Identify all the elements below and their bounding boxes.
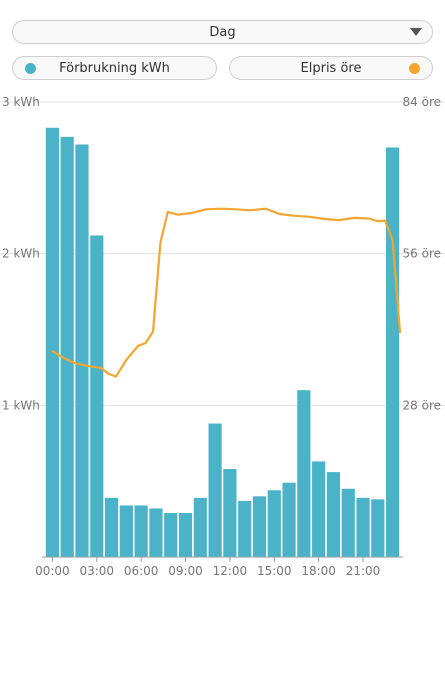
consumption-bar xyxy=(134,505,148,557)
x-tick-label: 21:00 xyxy=(346,564,381,578)
y-left-tick-label: 1 kWh xyxy=(2,398,40,412)
x-tick-label: 06:00 xyxy=(124,564,159,578)
consumption-bar xyxy=(164,513,178,557)
consumption-bar xyxy=(45,127,59,558)
consumption-bar xyxy=(104,497,119,557)
consumption-bar xyxy=(267,490,281,557)
consumption-bar xyxy=(386,147,400,557)
x-tick-label: 12:00 xyxy=(213,564,248,578)
x-tick-label: 18:00 xyxy=(301,564,336,578)
consumption-bar xyxy=(149,508,163,557)
consumption-bar xyxy=(119,505,133,557)
legend-consumption-toggle[interactable]: Förbrukning kWh xyxy=(12,56,217,80)
x-tick-label: 09:00 xyxy=(168,564,203,578)
consumption-bar xyxy=(326,472,341,557)
consumption-dot-icon xyxy=(25,63,36,74)
consumption-bar xyxy=(356,497,370,557)
caret-down-icon xyxy=(410,28,422,36)
consumption-bar xyxy=(90,235,104,557)
x-tick-label: 03:00 xyxy=(79,564,114,578)
period-selector-label: Dag xyxy=(209,24,236,40)
consumption-bar xyxy=(208,423,222,557)
y-right-tick-label: 84 öre xyxy=(403,95,441,109)
consumption-bar xyxy=(312,461,326,557)
y-right-tick-label: 28 öre xyxy=(403,398,441,412)
consumption-bar xyxy=(282,482,296,557)
consumption-price-chart: 1 kWh 2 kWh 3 kWh 28 öre 56 öre 84 öre 00:00 03… xyxy=(0,95,445,578)
x-tick-label: 00:00 xyxy=(35,564,70,578)
legend-price-label: Elpris öre xyxy=(300,60,362,76)
y-right-tick-label: 56 öre xyxy=(403,247,441,261)
x-tick-label: 15:00 xyxy=(257,564,292,578)
consumption-bar xyxy=(60,136,74,557)
legend-consumption-label: Förbrukning kWh xyxy=(59,60,170,76)
consumption-bar xyxy=(371,499,385,557)
consumption-bar xyxy=(297,390,311,557)
consumption-bar xyxy=(238,500,252,557)
price-dot-icon xyxy=(409,63,420,74)
consumption-bar xyxy=(252,496,267,557)
y-left-tick-label: 3 kWh xyxy=(2,95,40,109)
period-selector[interactable]: Dag xyxy=(12,20,433,44)
y-left-tick-label: 2 kWh xyxy=(2,247,40,261)
consumption-bar xyxy=(223,469,237,557)
consumption-bar xyxy=(178,513,193,557)
price-line xyxy=(51,207,402,378)
consumption-bar xyxy=(75,144,89,557)
consumption-bar xyxy=(193,497,207,557)
consumption-bar xyxy=(341,488,355,557)
legend-price-toggle[interactable]: Elpris öre xyxy=(229,56,433,80)
